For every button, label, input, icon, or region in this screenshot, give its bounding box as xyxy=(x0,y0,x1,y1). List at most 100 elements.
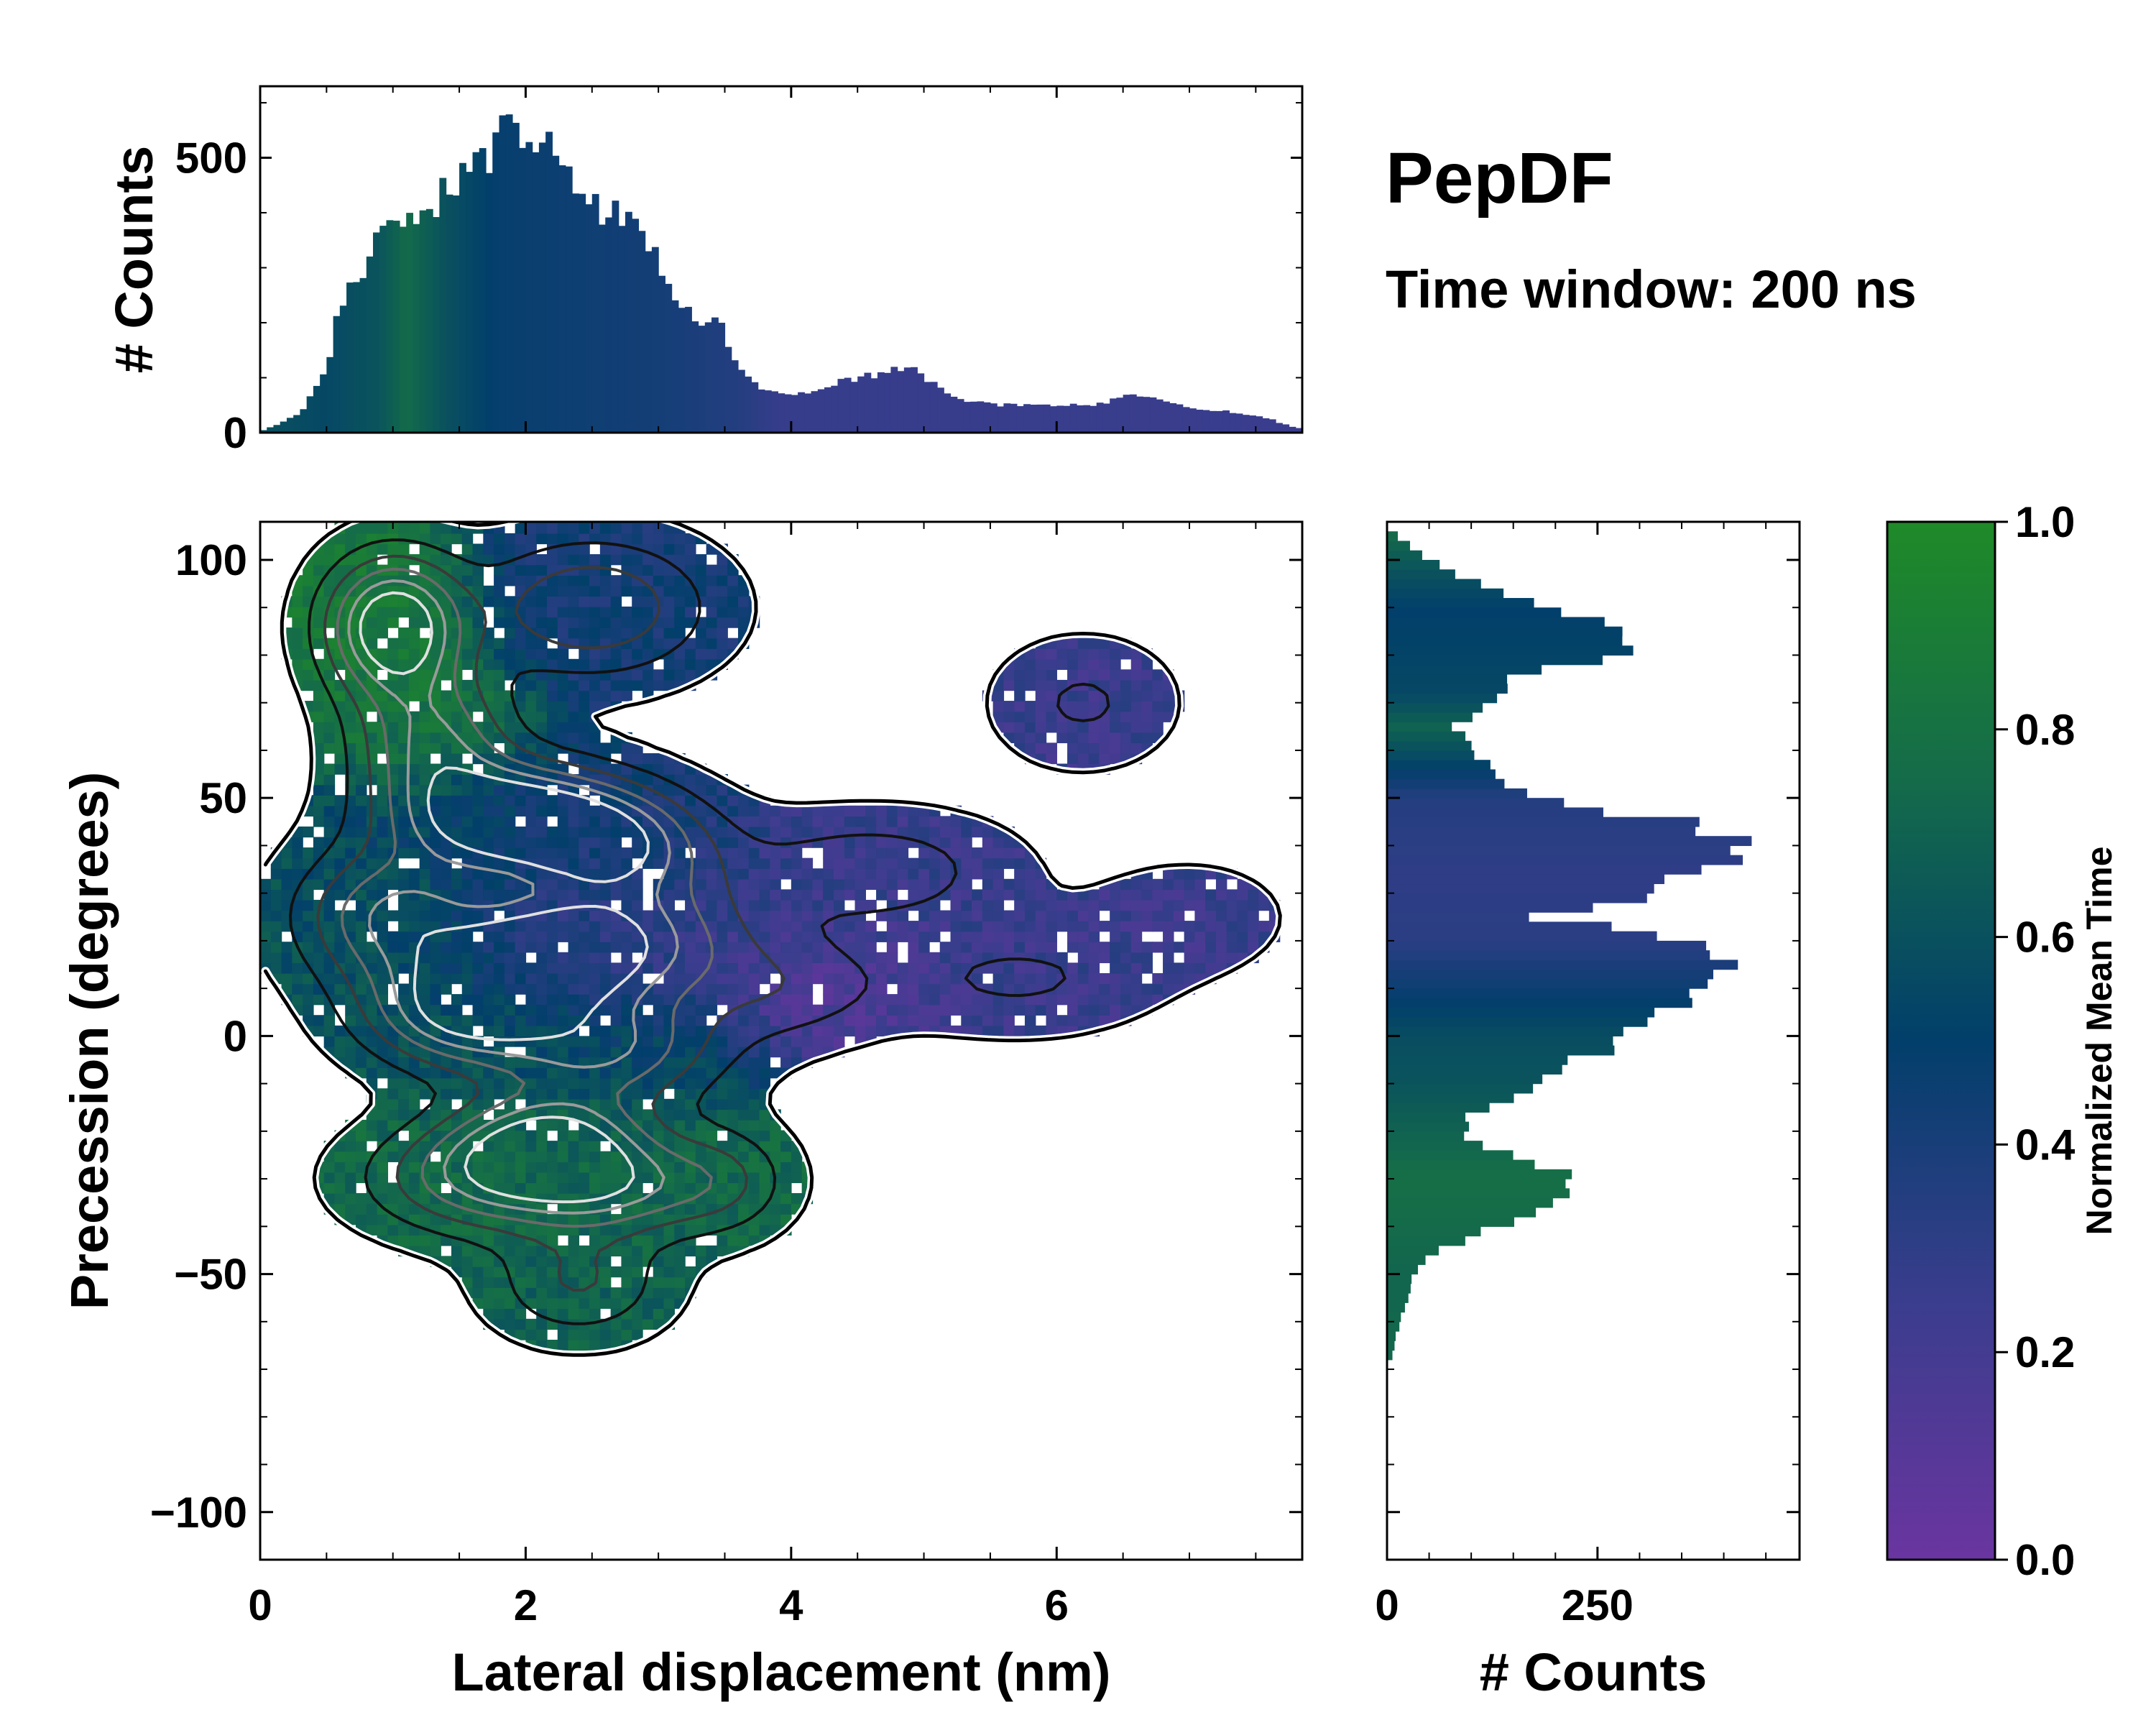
top-hist-bar xyxy=(890,367,898,433)
density-cell xyxy=(589,837,601,848)
density-cell xyxy=(685,994,696,1006)
density-cell xyxy=(451,1077,463,1089)
density-cell xyxy=(737,1088,750,1100)
density-cell xyxy=(270,952,282,964)
density-cell xyxy=(1130,962,1143,974)
density-cell xyxy=(1130,983,1143,995)
density-cell xyxy=(950,1004,962,1016)
density-cell xyxy=(1024,921,1036,932)
density-cell xyxy=(1067,658,1079,671)
density-cell xyxy=(557,1287,569,1299)
density-cell xyxy=(419,972,431,985)
density-cell xyxy=(515,523,527,534)
density-cell xyxy=(377,1067,389,1079)
density-cell xyxy=(1099,742,1110,754)
density-cell xyxy=(494,983,505,995)
density-cell xyxy=(366,1214,378,1225)
density-cell xyxy=(398,1077,410,1089)
density-cell xyxy=(472,784,484,796)
density-cell xyxy=(844,1025,856,1037)
density-cell xyxy=(589,617,601,628)
density-cell xyxy=(345,1141,356,1152)
density-cell xyxy=(536,1287,548,1299)
density-cell xyxy=(292,899,303,911)
density-cell xyxy=(929,1015,941,1026)
density-cell xyxy=(451,1130,463,1141)
density-cell xyxy=(1099,994,1110,1006)
density-cell xyxy=(292,837,303,848)
density-cell xyxy=(801,942,814,953)
density-cell xyxy=(557,533,569,545)
density-cell xyxy=(408,1235,420,1246)
density-cell xyxy=(281,868,293,880)
density-cell xyxy=(685,606,696,618)
density-cell xyxy=(717,564,728,576)
density-cell xyxy=(451,847,463,859)
density-cell xyxy=(430,1162,441,1173)
density-cell xyxy=(1088,921,1100,932)
density-cell xyxy=(334,837,346,848)
density-cell xyxy=(939,972,952,985)
density-cell xyxy=(430,648,441,660)
density-cell xyxy=(441,753,452,765)
density-cell xyxy=(876,1025,888,1037)
density-cell xyxy=(823,1025,834,1037)
density-cell xyxy=(737,816,750,827)
density-cell xyxy=(727,1109,739,1121)
density-cell xyxy=(992,910,1005,921)
density-cell xyxy=(483,910,494,921)
density-cell xyxy=(525,1015,537,1026)
density-cell xyxy=(525,1004,537,1016)
density-cell xyxy=(1014,701,1026,712)
density-cell xyxy=(992,972,1005,985)
density-cell xyxy=(1067,931,1079,942)
density-cell xyxy=(579,669,590,681)
density-cell xyxy=(568,837,580,848)
density-cell xyxy=(451,826,463,838)
density-cell xyxy=(441,658,452,671)
density-cell xyxy=(419,826,431,838)
density-cell xyxy=(345,1192,356,1205)
density-cell xyxy=(695,1015,707,1026)
density-cell xyxy=(748,1151,760,1162)
density-cell xyxy=(727,847,739,859)
density-cell xyxy=(387,1077,399,1089)
density-cell xyxy=(303,972,314,985)
density-cell xyxy=(653,1098,665,1110)
side-hist-bar xyxy=(1387,1293,1409,1303)
density-cell xyxy=(408,711,420,722)
density-cell xyxy=(504,942,516,953)
density-cell xyxy=(515,638,527,649)
density-cell xyxy=(759,878,770,891)
top-hist-bar xyxy=(492,132,500,433)
density-cell xyxy=(950,847,962,859)
density-cell xyxy=(685,942,696,953)
density-cell xyxy=(886,878,898,891)
density-cell xyxy=(430,1109,441,1121)
top-hist-bar xyxy=(579,193,586,433)
density-cell xyxy=(865,816,877,827)
density-cell xyxy=(472,564,484,576)
density-cell xyxy=(323,575,336,586)
density-cell xyxy=(717,638,728,649)
density-cell xyxy=(515,1057,527,1068)
density-cell xyxy=(972,921,983,932)
density-cell xyxy=(568,627,580,639)
density-cell xyxy=(303,931,314,942)
density-cell xyxy=(621,742,632,754)
side-hist-bar xyxy=(1387,569,1455,580)
side-hist-bar xyxy=(1387,1226,1481,1237)
density-cell xyxy=(483,638,494,649)
top-hist-bar xyxy=(499,115,507,433)
density-cell xyxy=(366,627,378,639)
density-cell xyxy=(568,1109,580,1121)
density-cell xyxy=(557,1088,569,1100)
density-cell xyxy=(791,847,803,859)
density-cell xyxy=(610,1067,622,1079)
density-cell xyxy=(568,1046,580,1058)
density-cell xyxy=(632,1130,643,1141)
density-cell xyxy=(579,962,590,974)
density-cell xyxy=(345,742,356,754)
density-cell xyxy=(801,816,814,827)
density-cell xyxy=(706,627,718,639)
